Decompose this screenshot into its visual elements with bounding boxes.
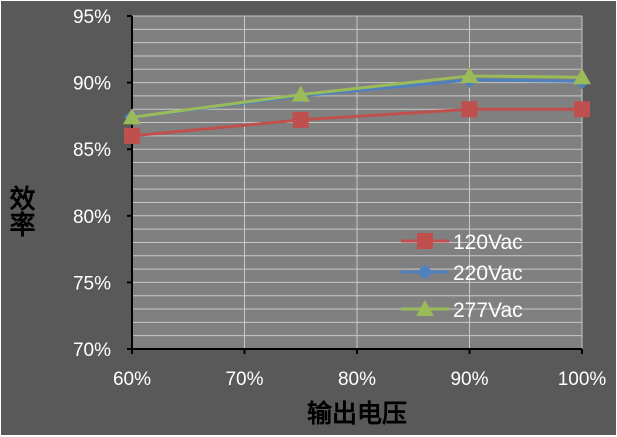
x-tick-label: 90% xyxy=(450,369,488,390)
x-tick-label: 80% xyxy=(338,369,376,390)
y-tick-label: 80% xyxy=(73,207,111,228)
data-point-120vac xyxy=(574,101,590,118)
x-tick-label: 100% xyxy=(558,369,607,390)
legend-label-277vac: 277Vac xyxy=(453,299,523,322)
data-point-120vac xyxy=(461,101,478,118)
y-tick-label: 90% xyxy=(73,74,111,95)
series-line-120vac xyxy=(131,107,582,138)
legend-marker-220vac xyxy=(417,264,433,280)
y-tick-label: 70% xyxy=(73,340,111,361)
data-point-120vac xyxy=(292,111,309,128)
y-axis-label: 效率 xyxy=(5,185,35,237)
data-point-120vac xyxy=(124,127,140,144)
x-axis-label: 输出电压 xyxy=(306,399,408,428)
data-point-277vac xyxy=(573,68,591,85)
series-layer xyxy=(123,66,591,144)
legend-marker-277vac xyxy=(416,300,434,316)
data-point-277vac xyxy=(123,108,141,125)
x-tick-label: 60% xyxy=(113,369,151,390)
series-277vac xyxy=(123,66,591,125)
axes xyxy=(127,15,583,354)
y-tick-label: 85% xyxy=(73,140,111,161)
y-tick-label: 95% xyxy=(73,7,111,28)
legend-label-120vac: 120Vac xyxy=(453,231,523,254)
x-tick-label: 70% xyxy=(225,369,263,390)
data-point-277vac xyxy=(460,66,479,83)
y-tick-label: 75% xyxy=(73,273,111,294)
grid-lines xyxy=(132,15,583,349)
legend-label-220vac: 220Vac xyxy=(453,262,523,285)
series-line-277vac xyxy=(131,74,583,119)
x-tick-labels: 60% 70% 80% 90% 100% xyxy=(113,369,606,390)
y-tick-labels: 70% 75% 80% 85% 90% 95% xyxy=(73,7,111,361)
data-point-277vac xyxy=(291,85,310,102)
series-120vac xyxy=(124,101,590,144)
legend-marker-120vac xyxy=(417,233,433,249)
legend: 120Vac 220Vac 277Vac xyxy=(401,231,523,322)
